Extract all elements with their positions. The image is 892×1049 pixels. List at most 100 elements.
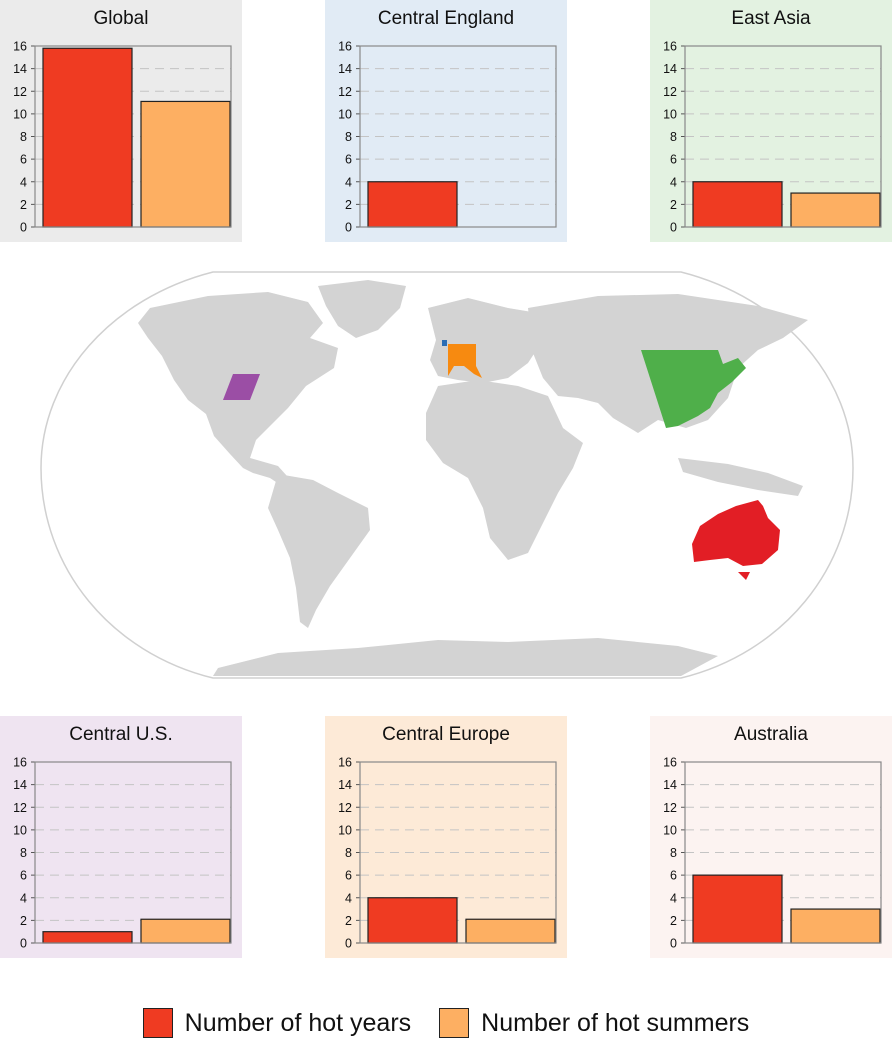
chart-title: Australia xyxy=(734,724,808,745)
y-tick-label: 12 xyxy=(338,801,352,815)
bar-chart-australia: 0 2 4 6 8 10 12 14 16 xyxy=(663,756,882,951)
y-tick-label: 10 xyxy=(338,823,352,837)
y-tick-label: 16 xyxy=(13,756,27,770)
land-south-america xyxy=(268,474,370,628)
region-central-england xyxy=(442,340,447,346)
y-tick-label: 10 xyxy=(663,823,677,837)
y-tick-label: 12 xyxy=(663,801,677,815)
y-tick-label: 14 xyxy=(663,62,677,76)
y-tick-label: 6 xyxy=(20,153,27,167)
y-tick-label: 2 xyxy=(670,914,677,928)
legend-item-hot-summers: Number of hot summers xyxy=(439,1008,749,1038)
plot-frame xyxy=(684,45,882,228)
land-greenland xyxy=(318,280,406,338)
y-tick-label: 8 xyxy=(20,846,27,860)
panel-central-europe: Central Europe 0 2 4 6 8 10 12 14 16 xyxy=(325,716,567,958)
y-tick-label: 0 xyxy=(20,221,27,235)
y-tick-label: 10 xyxy=(663,107,677,121)
chart-title: Central England xyxy=(377,8,515,29)
y-tick-label: 6 xyxy=(345,153,352,167)
bar-central-us-hot-summers xyxy=(140,918,231,944)
chart-title: Global xyxy=(93,8,149,29)
y-tick-label: 14 xyxy=(13,778,27,792)
y-tick-label: 4 xyxy=(20,175,27,189)
y-tick-label: 6 xyxy=(670,153,677,167)
y-tick-label: 8 xyxy=(20,130,27,144)
region-central-europe xyxy=(448,344,482,378)
panel-central-us: Central U.S. 0 2 4 6 8 10 12 14 16 xyxy=(0,716,242,958)
y-tick-label: 16 xyxy=(13,40,27,54)
bar-chart-central-europe: 0 2 4 6 8 10 12 14 16 xyxy=(338,756,557,951)
plot-frame xyxy=(359,761,557,944)
y-tick-label: 0 xyxy=(670,221,677,235)
y-tick-label: 14 xyxy=(338,778,352,792)
world-map xyxy=(40,271,854,679)
land-africa xyxy=(426,380,583,560)
legend-swatch-hot-years xyxy=(142,1008,173,1038)
y-tick-label: 8 xyxy=(345,846,352,860)
y-tick-label: 8 xyxy=(670,846,677,860)
bar-central-us-hot-years xyxy=(42,931,133,944)
legend-label-hot-years: Number of hot years xyxy=(184,1008,412,1037)
y-tick-label: 14 xyxy=(13,62,27,76)
y-tick-label: 4 xyxy=(345,891,352,905)
y-tick-label: 2 xyxy=(20,198,27,212)
bar-global-hot-years xyxy=(42,47,133,228)
bar-australia-hot-summers xyxy=(790,908,881,944)
y-tick-label: 10 xyxy=(13,823,27,837)
y-tick-label: 2 xyxy=(20,914,27,928)
legend-label-hot-summers: Number of hot summers xyxy=(481,1008,750,1037)
y-tick-label: 2 xyxy=(345,198,352,212)
panel-australia: Australia 0 2 4 6 8 10 12 14 16 xyxy=(650,716,892,958)
y-tick-label: 14 xyxy=(663,778,677,792)
bar-east-asia-hot-summers xyxy=(790,192,881,228)
y-tick-label: 12 xyxy=(13,85,27,99)
bar-chart-east-asia: 0 2 4 6 8 10 12 14 16 xyxy=(663,40,882,235)
y-tick-label: 0 xyxy=(670,937,677,951)
bar-central-europe-hot-years xyxy=(367,897,458,944)
chart-title: Central U.S. xyxy=(69,724,173,745)
y-tick-label: 12 xyxy=(663,85,677,99)
y-tick-label: 6 xyxy=(20,869,27,883)
panel-east-asia: East Asia 0 2 4 6 8 10 12 14 16 xyxy=(650,0,892,242)
y-tick-label: 4 xyxy=(20,891,27,905)
legend-swatch-hot-summers xyxy=(439,1008,470,1038)
y-tick-label: 16 xyxy=(338,756,352,770)
legend-item-hot-years: Number of hot years xyxy=(142,1008,412,1038)
bar-chart-central-us: 0 2 4 6 8 10 12 14 16 xyxy=(13,756,232,951)
y-tick-label: 12 xyxy=(338,85,352,99)
y-tick-label: 4 xyxy=(345,175,352,189)
y-tick-label: 10 xyxy=(13,107,27,121)
y-tick-label: 8 xyxy=(670,130,677,144)
panel-global: Global 0 2 4 6 8 10 12 14 16 xyxy=(0,0,242,242)
y-tick-label: 6 xyxy=(345,869,352,883)
region-central-us xyxy=(223,374,260,400)
y-tick-label: 12 xyxy=(13,801,27,815)
bar-australia-hot-years xyxy=(692,874,783,944)
legend: Number of hot years Number of hot summer… xyxy=(0,1008,892,1038)
y-tick-label: 0 xyxy=(345,937,352,951)
land-southeast-asia xyxy=(678,458,803,496)
panel-central-england: Central England 0 2 4 6 8 10 12 14 16 xyxy=(325,0,567,242)
land-antarctica xyxy=(213,638,718,676)
plot-frame xyxy=(34,761,232,944)
plot-frame xyxy=(359,45,557,228)
bar-chart-central-england: 0 2 4 6 8 10 12 14 16 xyxy=(338,40,557,235)
y-tick-label: 16 xyxy=(663,756,677,770)
y-tick-label: 8 xyxy=(345,130,352,144)
y-tick-label: 2 xyxy=(345,914,352,928)
plot-frame xyxy=(684,761,882,944)
y-tick-label: 2 xyxy=(670,198,677,212)
y-tick-label: 16 xyxy=(338,40,352,54)
y-tick-label: 4 xyxy=(670,891,677,905)
plot-frame xyxy=(34,45,232,228)
bar-central-europe-hot-summers xyxy=(465,918,556,944)
y-tick-label: 0 xyxy=(20,937,27,951)
bar-central-england-hot-years xyxy=(367,181,458,228)
y-tick-label: 4 xyxy=(670,175,677,189)
y-tick-label: 16 xyxy=(663,40,677,54)
bar-chart-global: 0 2 4 6 8 10 12 14 16 xyxy=(13,40,232,235)
y-tick-label: 6 xyxy=(670,869,677,883)
chart-title: Central Europe xyxy=(382,724,510,745)
y-tick-label: 14 xyxy=(338,62,352,76)
